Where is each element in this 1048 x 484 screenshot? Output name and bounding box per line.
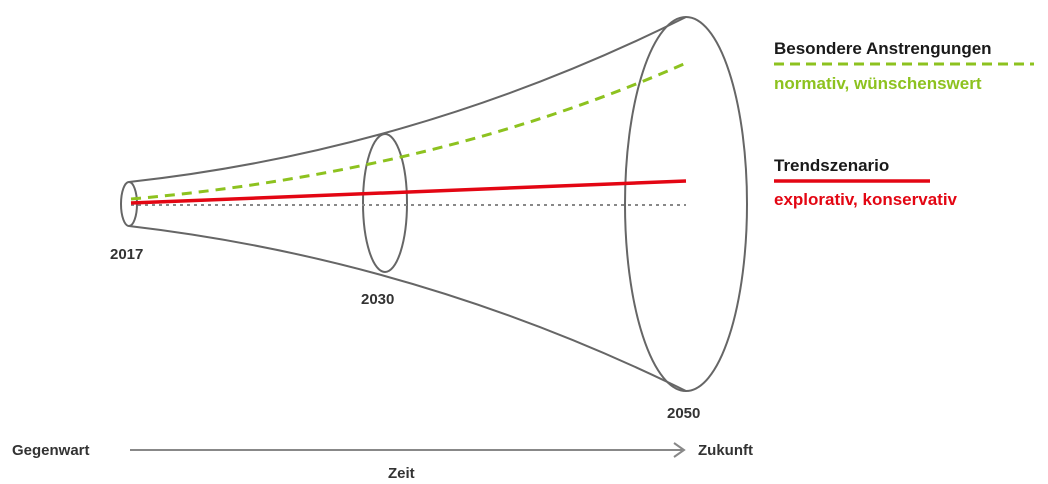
funnel-lower-edge	[128, 225, 687, 392]
year-label-2030: 2030	[361, 291, 395, 308]
year-label-2017: 2017	[110, 246, 144, 263]
legend-trend-title: Trendszenario	[774, 156, 890, 175]
legend-special-effort-title: Besondere Anstrengungen	[774, 39, 992, 58]
funnel-upper-edge	[128, 16, 687, 183]
axis-label-future: Zukunft	[698, 442, 753, 459]
ellipse-2030	[362, 133, 408, 273]
axis-caption-time: Zeit	[388, 465, 415, 482]
time-axis-arrowhead	[673, 442, 686, 458]
year-label-2050: 2050	[667, 405, 701, 422]
trend-scenario-line	[130, 179, 687, 205]
ellipse-2050	[624, 16, 748, 392]
legend-special-effort-subtitle: normativ, wünschenswert	[774, 74, 982, 93]
legend-trend-subtitle: explorativ, konservativ	[774, 190, 957, 209]
normative-scenario-curve	[130, 61, 687, 201]
axis-label-present: Gegenwart	[12, 442, 90, 459]
